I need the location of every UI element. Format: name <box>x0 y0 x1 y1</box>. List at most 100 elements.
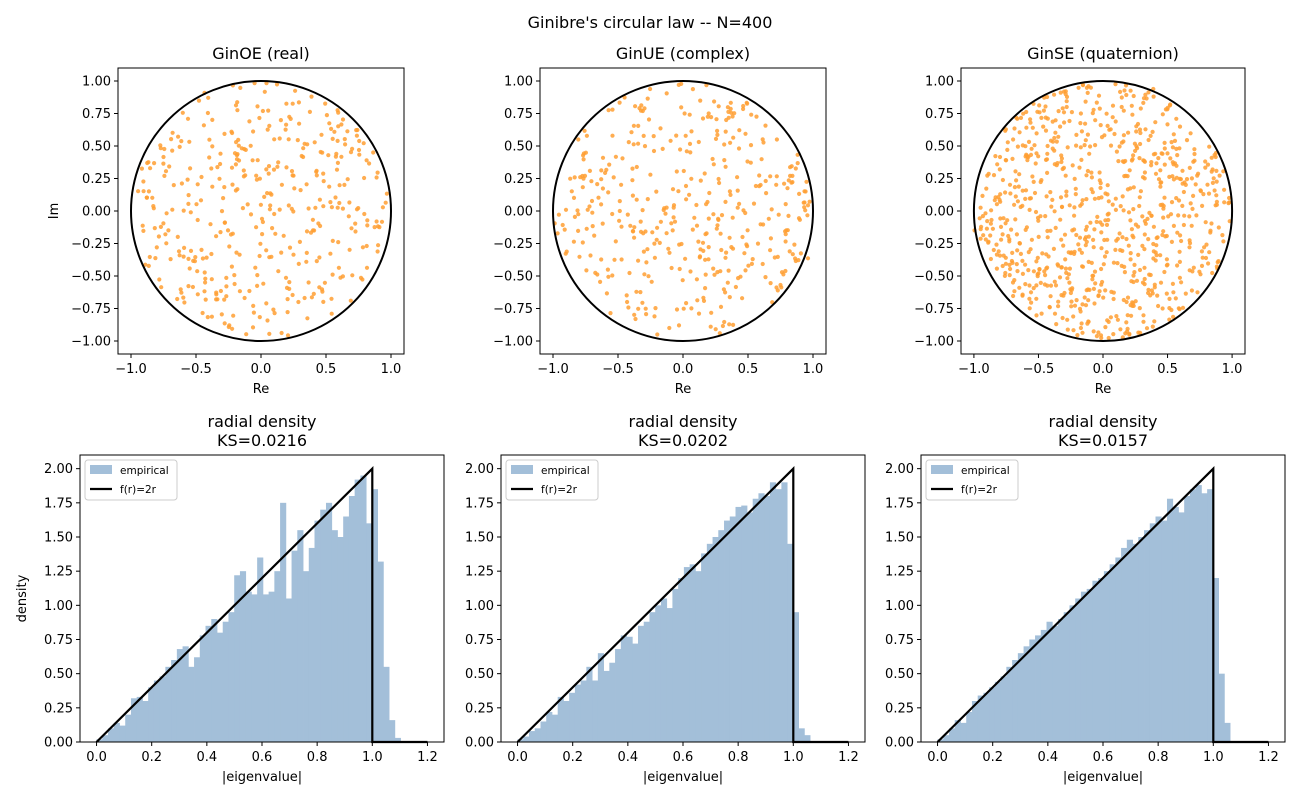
scatter-point <box>788 165 793 170</box>
unit-circle <box>552 80 814 342</box>
histogram-bar <box>1046 621 1053 742</box>
scatter-point <box>314 173 319 178</box>
scatter-point <box>1165 151 1170 156</box>
scatter-point <box>706 257 711 262</box>
scatter-point <box>745 228 750 233</box>
scatter-point <box>607 162 612 167</box>
scatter-point <box>977 216 982 221</box>
scatter-point <box>257 253 262 259</box>
y-tick-label: −0.50 <box>493 270 533 285</box>
scatter-point <box>329 311 334 316</box>
scatter-point <box>728 140 733 145</box>
scatter-point <box>736 146 742 151</box>
scatter-point <box>1191 193 1196 198</box>
scatter-point <box>267 123 272 128</box>
scatter-point <box>152 161 157 166</box>
scatter-point <box>711 266 716 271</box>
scatter-point <box>167 164 172 169</box>
scatter-point <box>1110 103 1116 108</box>
scatter-point <box>1221 169 1226 174</box>
scatter-point <box>610 273 615 278</box>
scatter-point <box>619 182 624 187</box>
scatter-point <box>733 284 739 290</box>
scatter-point <box>628 223 633 228</box>
scatter-point <box>1137 267 1143 273</box>
scatter-point <box>992 198 997 203</box>
histogram-bar <box>1040 629 1047 742</box>
scatter-point <box>1027 306 1032 311</box>
scatter-point <box>611 175 616 180</box>
x-tick-label: 0.8 <box>1148 750 1169 765</box>
histogram-bar <box>1161 520 1168 742</box>
scatter-point <box>1091 245 1096 250</box>
scatter-point <box>195 292 200 297</box>
x-tick-label: 0.0 <box>507 750 528 765</box>
scatter-point <box>345 129 350 134</box>
scatter-point <box>330 136 335 141</box>
scatter-point <box>1045 143 1050 149</box>
scatter-point <box>210 184 215 189</box>
scatter-point <box>633 104 638 109</box>
scatter-point <box>687 141 693 146</box>
scatter-point <box>610 211 615 217</box>
histogram-bar <box>517 739 524 742</box>
histogram-bar <box>983 692 990 742</box>
scatter-point <box>275 164 280 169</box>
scatter-point <box>1063 92 1068 97</box>
scatter-point <box>1153 171 1159 176</box>
scatter-point <box>1214 179 1219 184</box>
scatter-point <box>1023 196 1028 201</box>
scatter-point <box>186 193 191 198</box>
scatter-point <box>572 175 577 180</box>
scatter-point <box>1078 203 1083 208</box>
scatter-point <box>997 253 1003 258</box>
scatter-point <box>595 182 600 187</box>
scatter-point <box>1076 242 1081 247</box>
scatter-point <box>698 247 703 252</box>
scatter-point <box>692 215 697 220</box>
scatter-point <box>1039 115 1044 120</box>
scatter-point <box>705 114 710 119</box>
scatter-point <box>230 326 235 331</box>
scatter-point <box>572 214 578 219</box>
scatter-point <box>1193 182 1198 187</box>
scatter-point <box>360 245 365 250</box>
scatter-point <box>1043 104 1048 109</box>
scatter-point <box>222 220 227 225</box>
scatter-point <box>219 312 224 317</box>
scatter-point <box>1136 224 1141 229</box>
histogram-bar <box>1103 571 1111 742</box>
scatter-point <box>330 272 335 277</box>
scatter-point <box>744 242 749 247</box>
scatter-point <box>1207 144 1212 149</box>
scatter-point <box>743 268 748 273</box>
scatter-point <box>229 129 234 134</box>
scatter-point <box>1003 190 1008 195</box>
scatter-point <box>1164 257 1169 262</box>
scatter-point <box>285 310 290 315</box>
scatter-point <box>983 211 988 216</box>
scatter-point <box>347 200 352 205</box>
scatter-point <box>645 197 650 202</box>
scatter-point <box>804 179 809 184</box>
scatter-point <box>789 180 794 185</box>
y-tick-label: 2.00 <box>44 462 73 477</box>
scatter-point <box>1077 247 1082 252</box>
scatter-point <box>714 117 719 122</box>
scatter-point <box>1028 196 1033 201</box>
histogram-bar <box>655 605 662 742</box>
histogram-bar <box>239 571 247 742</box>
scatter-point <box>562 227 567 232</box>
scatter-point <box>200 310 205 316</box>
scatter-point <box>277 136 282 141</box>
scatter-point <box>716 104 721 109</box>
scatter-point <box>610 133 615 138</box>
scatter-point <box>1106 217 1111 223</box>
histogram-bar <box>1006 666 1013 742</box>
scatter-point <box>1097 170 1102 175</box>
scatter-point <box>1209 169 1214 174</box>
scatter-point <box>782 181 787 186</box>
y-tick-label: 0.50 <box>504 140 533 155</box>
scatter-point <box>694 202 699 208</box>
